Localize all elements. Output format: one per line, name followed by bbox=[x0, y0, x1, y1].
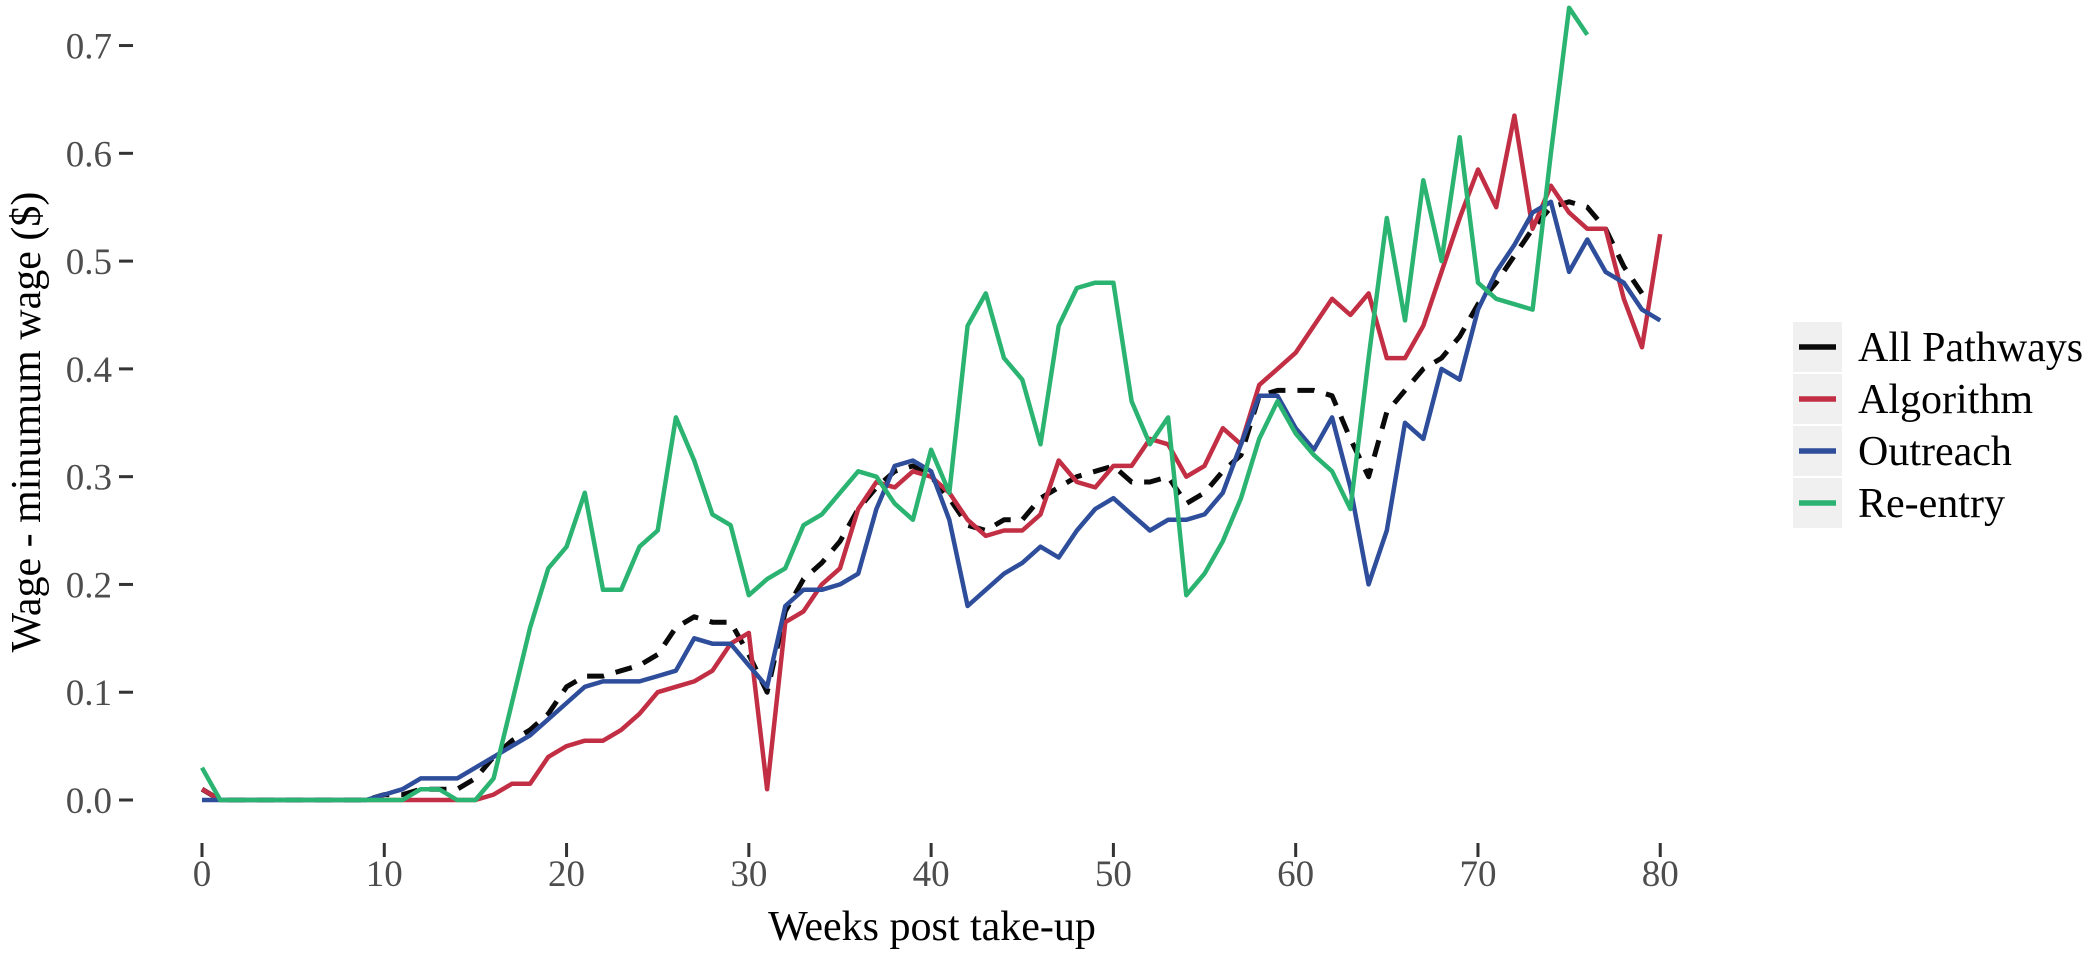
y-axis-tick-label: 0.5 bbox=[66, 242, 112, 283]
legend-label: Outreach bbox=[1858, 429, 2012, 475]
x-axis-tick-label: 20 bbox=[548, 854, 585, 895]
y-axis-tick-label: 0.0 bbox=[66, 781, 112, 822]
series-line-all-pathways bbox=[200, 199, 1645, 803]
x-axis-tick-label: 60 bbox=[1277, 854, 1314, 895]
legend-label: Algorithm bbox=[1858, 377, 2033, 423]
legend-label: All Pathways bbox=[1858, 325, 2083, 371]
y-axis-tick-label: 0.1 bbox=[66, 673, 112, 714]
x-axis-tick-label: 70 bbox=[1459, 854, 1496, 895]
y-axis-tick-label: 0.3 bbox=[66, 458, 112, 499]
y-axis-tick-label: 0.6 bbox=[66, 134, 112, 175]
x-axis-tick-label: 40 bbox=[913, 854, 950, 895]
x-axis-tick-label: 0 bbox=[193, 854, 212, 895]
series-line-outreach bbox=[202, 199, 1662, 803]
y-axis-tick-label: 0.4 bbox=[66, 350, 112, 391]
y-axis-tick-label: 0.7 bbox=[66, 27, 112, 68]
x-axis-tick-label: 10 bbox=[366, 854, 403, 895]
x-axis-tick-label: 80 bbox=[1642, 854, 1679, 895]
x-axis-tick-label: 50 bbox=[1095, 854, 1132, 895]
x-axis-tick-label: 30 bbox=[730, 854, 767, 895]
y-axis-tick-label: 0.2 bbox=[66, 565, 112, 606]
y-axis-title: Wage - minumum wage ($) bbox=[4, 192, 50, 653]
legend-label: Re-entry bbox=[1858, 481, 2005, 527]
x-axis-title: Weeks post take-up bbox=[768, 904, 1096, 950]
series-line-re-entry bbox=[200, 5, 1590, 803]
